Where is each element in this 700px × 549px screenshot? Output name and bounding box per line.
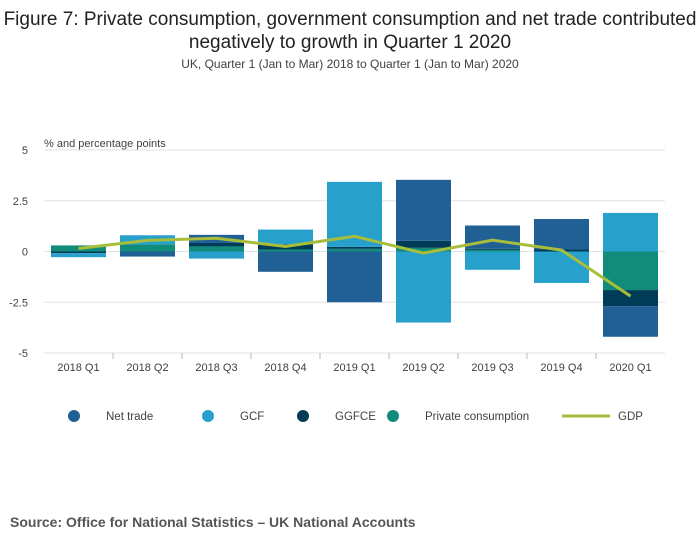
x-tick-label: 2018 Q2 <box>126 362 168 374</box>
legend-label: GCF <box>240 411 264 423</box>
bar-gcf <box>258 229 313 245</box>
bar-ggfce <box>396 240 451 248</box>
x-tick-label: 2019 Q2 <box>402 362 444 374</box>
bar-private-consumption <box>396 247 451 252</box>
x-tick-label: 2018 Q3 <box>195 362 237 374</box>
bar-gcf <box>603 212 658 252</box>
bar-net-trade <box>534 219 589 250</box>
bar-private-consumption <box>258 249 313 252</box>
y-tick-label: -2.5 <box>9 297 28 309</box>
bar-gcf <box>465 251 520 270</box>
bar-net-trade <box>396 179 451 241</box>
y-tick-label: 5 <box>22 145 28 157</box>
bar-net-trade <box>465 225 520 249</box>
bar-ggfce <box>327 246 382 249</box>
bar-net-trade <box>258 251 313 272</box>
bar-ggfce <box>465 248 520 250</box>
x-tick-label: 2019 Q1 <box>333 362 375 374</box>
y-tick-label: 2.5 <box>13 196 28 208</box>
bar-private-consumption <box>327 248 382 252</box>
bar-net-trade <box>327 251 382 303</box>
x-tick-label: 2019 Q4 <box>540 362 582 374</box>
legend-label: Private consumption <box>425 411 529 423</box>
bar-ggfce <box>51 251 106 254</box>
bar-net-trade <box>603 306 658 337</box>
x-tick-label: 2018 Q1 <box>57 362 99 374</box>
bar-gcf <box>51 253 106 258</box>
legend-label: GGFCE <box>335 411 376 423</box>
legend-marker-icon <box>68 410 80 422</box>
bar-private-consumption <box>120 244 175 252</box>
chart-subtitle: UK, Quarter 1 (Jan to Mar) 2018 to Quart… <box>181 57 519 71</box>
legend-label: Net trade <box>106 411 153 423</box>
chart-title: Figure 7: Private consumption, governmen… <box>3 9 697 53</box>
bar-net-trade <box>120 251 175 257</box>
y-tick-label: 0 <box>22 247 28 259</box>
bar-gcf <box>189 251 244 259</box>
bar-private-consumption <box>189 246 244 252</box>
source-note: Source: Office for National Statistics –… <box>10 514 416 530</box>
bar-private-consumption <box>465 249 520 252</box>
legend-marker-icon <box>297 410 309 422</box>
x-tick-label: 2018 Q4 <box>264 362 306 374</box>
bar-gcf <box>534 251 589 283</box>
legend-marker-icon <box>387 410 399 422</box>
x-tick-label: 2020 Q1 <box>609 362 651 374</box>
bar-ggfce <box>189 242 244 247</box>
y-axis-label: % and percentage points <box>44 138 166 150</box>
y-tick-label: -5 <box>18 348 28 360</box>
legend-marker-icon <box>202 410 214 422</box>
bar-ggfce <box>603 290 658 307</box>
bar-gcf <box>396 251 451 323</box>
x-tick-label: 2019 Q3 <box>471 362 513 374</box>
legend-label: GDP <box>618 411 643 423</box>
